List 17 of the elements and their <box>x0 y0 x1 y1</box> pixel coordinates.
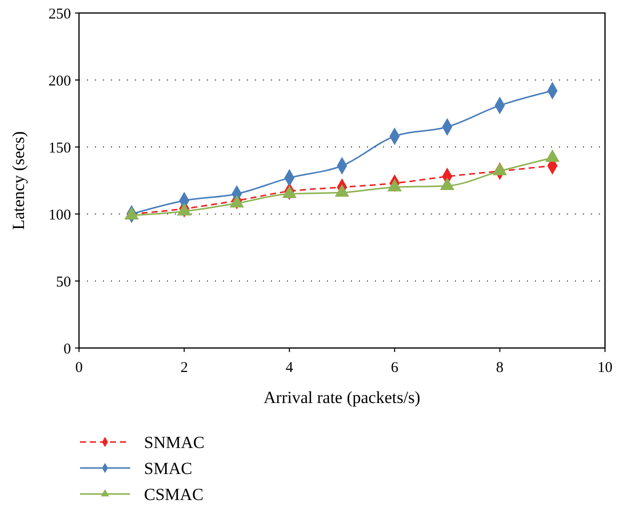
legend-label: SMAC <box>144 458 192 478</box>
legend-label: SNMAC <box>144 432 204 452</box>
x-tick-label: 2 <box>180 360 188 376</box>
legend-label: CSMAC <box>144 484 204 504</box>
y-tick-label: 50 <box>56 274 71 290</box>
x-tick-label: 6 <box>390 360 399 376</box>
x-tick-label: 4 <box>286 360 294 376</box>
y-tick-label: 150 <box>48 140 71 156</box>
y-tick-label: 0 <box>64 341 71 358</box>
y-axis-title: Latency (secs) <box>9 131 28 230</box>
y-tick-label: 100 <box>48 207 71 224</box>
x-tick-label: 10 <box>598 360 612 376</box>
x-axis-title: Arrival rate (packets/s) <box>264 388 420 407</box>
x-tick-label: 8 <box>496 360 504 376</box>
y-tick-label: 250 <box>48 6 71 22</box>
y-tick-label: 200 <box>48 73 71 90</box>
x-tick-label: 0 <box>75 360 83 376</box>
